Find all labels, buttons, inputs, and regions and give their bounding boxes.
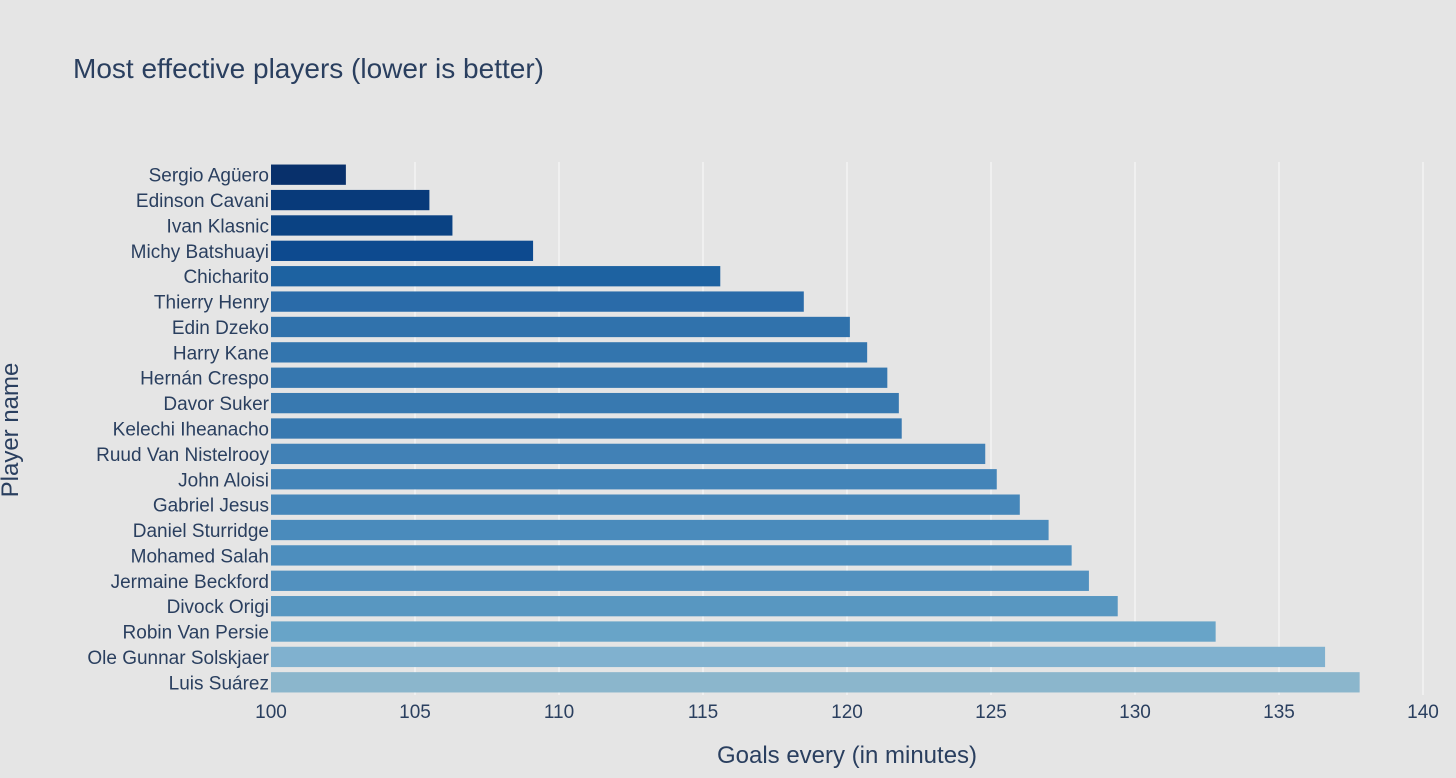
y-tick-label: Gabriel Jesus <box>153 496 269 517</box>
bar[interactable] <box>271 240 534 261</box>
y-tick-label: Ivan Klasnic <box>167 216 269 237</box>
bar[interactable] <box>271 494 1020 515</box>
chart-title: Most effective players (lower is better) <box>73 53 544 84</box>
bar[interactable] <box>271 164 346 185</box>
bar[interactable] <box>271 291 804 312</box>
bar[interactable] <box>271 519 1049 541</box>
bar[interactable] <box>271 596 1118 617</box>
y-tick-label: Ruud Van Nistelrooy <box>96 445 269 466</box>
bars-layer <box>271 164 1360 693</box>
x-tick-label: 110 <box>544 702 574 723</box>
x-tick-label: 120 <box>831 702 863 723</box>
bar[interactable] <box>271 266 721 287</box>
x-tick-labels: 100 105 110 115 120 125 130 135 140 <box>255 702 1439 723</box>
y-tick-label: John Aloisi <box>178 470 269 491</box>
y-tick-label: Harry Kane <box>173 343 269 364</box>
bar[interactable] <box>271 672 1360 693</box>
y-tick-label: Edinson Cavani <box>136 191 269 212</box>
bar[interactable] <box>271 570 1089 591</box>
y-tick-label: Edin Dzeko <box>172 318 269 339</box>
y-tick-label: Jermaine Beckford <box>111 572 269 593</box>
x-tick-label: 100 <box>255 702 287 723</box>
bar[interactable] <box>271 342 868 363</box>
bar[interactable] <box>271 646 1326 668</box>
bar[interactable] <box>271 215 453 236</box>
y-tick-label: Sergio Agüero <box>149 166 269 187</box>
y-tick-label: Luis Suárez <box>169 673 269 694</box>
y-tick-label: Davor Suker <box>163 394 269 415</box>
y-tick-label: Divock Origi <box>167 597 269 618</box>
y-tick-labels: Sergio Agüero Edinson Cavani Ivan Klasnic M… <box>87 166 269 695</box>
y-tick-label: Ole Gunnar Solskjaer <box>87 648 269 669</box>
bar[interactable] <box>271 443 986 465</box>
y-tick-label: Mohamed Salah <box>131 546 269 567</box>
x-tick-label: 115 <box>688 702 718 723</box>
bar[interactable] <box>271 392 899 414</box>
y-tick-label: Daniel Sturridge <box>133 521 269 542</box>
bar[interactable] <box>271 621 1216 642</box>
bar[interactable] <box>271 189 430 211</box>
y-tick-label: Kelechi Iheanacho <box>113 420 269 441</box>
bar[interactable] <box>271 545 1072 566</box>
x-axis-title: Goals every (in minutes) <box>717 742 977 769</box>
bar[interactable] <box>271 418 902 439</box>
x-tick-label: 130 <box>1119 702 1151 723</box>
x-tick-label: 105 <box>399 702 431 723</box>
y-tick-label: Chicharito <box>183 267 269 288</box>
x-tick-label: 140 <box>1407 702 1439 723</box>
x-tick-label: 125 <box>975 702 1007 723</box>
y-tick-label: Michy Batshuayi <box>131 242 269 263</box>
y-tick-label: Thierry Henry <box>154 293 270 314</box>
bar[interactable] <box>271 469 997 490</box>
y-tick-label: Hernán Crespo <box>140 369 269 390</box>
y-tick-label: Robin Van Persie <box>123 623 269 644</box>
x-tick-label: 135 <box>1263 702 1295 723</box>
y-axis-title: Player name <box>0 363 24 498</box>
bar[interactable] <box>271 367 888 388</box>
bar[interactable] <box>271 316 850 338</box>
